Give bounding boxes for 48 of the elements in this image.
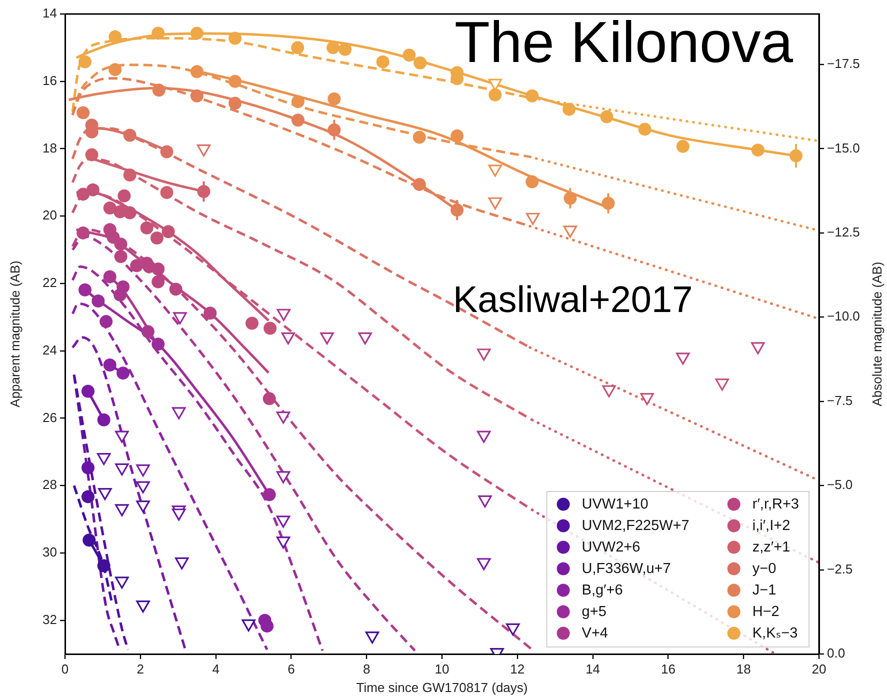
y2-tick-label: −12.5 (827, 224, 860, 240)
x-tick-label: 18 (736, 661, 751, 676)
x-tick-label: 4 (212, 661, 220, 676)
y2-tick-label: −17.5 (827, 56, 860, 72)
legend-label: y−0 (752, 560, 776, 577)
legend-label: K,Kₛ−3 (752, 625, 798, 642)
legend-label: V+4 (582, 625, 608, 642)
legend-label: UVW2+6 (582, 539, 640, 556)
x-tick-label: 20 (812, 661, 826, 676)
y2-tick-label: −10.0 (827, 308, 860, 324)
x-tick-label: 6 (288, 661, 295, 676)
y2-tick-label: −5.0 (827, 477, 853, 492)
x-tick-label: 16 (660, 661, 676, 676)
y2-tick-label: −15.0 (827, 140, 860, 156)
legend-label: J−1 (752, 582, 776, 598)
x-axis-title: Time since GW170817 (days) (356, 680, 528, 695)
x-tick-label: 0 (61, 661, 69, 676)
legend-label: H−2 (752, 604, 780, 620)
legend-label: z,z′+1 (752, 539, 790, 556)
y-tick-label: 14 (42, 6, 57, 21)
legend-label: U,F336W,u+7 (582, 560, 671, 577)
y-tick-label: 26 (42, 410, 57, 425)
annotation: Kasliwal+2017 (453, 278, 693, 320)
y-tick-label: 16 (42, 72, 57, 88)
legend-label: g+5 (582, 604, 606, 620)
y-tick-label: 22 (42, 275, 57, 290)
y2-tick-label: 0.0 (827, 646, 846, 661)
y-tick-label: 24 (42, 342, 57, 358)
x-tick-label: 14 (586, 661, 600, 676)
chart-title: The Kilonova (454, 10, 794, 75)
y-tick-label: 28 (42, 477, 57, 492)
x-tick-label: 2 (136, 661, 144, 676)
y-tick-label: 20 (42, 208, 57, 223)
legend-label: UVW1+10 (582, 496, 648, 512)
y-axis-title: Apparent magnitude (AB) (7, 260, 22, 408)
y-tick-label: 30 (42, 544, 57, 560)
x-tick-label: 8 (362, 661, 370, 676)
legend-label: B,g′+6 (582, 582, 623, 598)
y2-tick-label: −7.5 (827, 392, 853, 408)
x-tick-label: 12 (510, 661, 525, 676)
y-tick-label: 32 (42, 612, 57, 627)
legend-label: UVM2,F225W+7 (582, 518, 690, 534)
y2-tick-label: −2.5 (827, 561, 853, 576)
y-tick-label: 18 (42, 140, 57, 156)
y2-axis-title: Absolute magnitude (AB) (870, 262, 885, 406)
legend-label: i,i′,I+2 (752, 518, 790, 534)
x-tick-label: 10 (434, 661, 450, 676)
legend-label: r′,r,R+3 (752, 496, 800, 512)
